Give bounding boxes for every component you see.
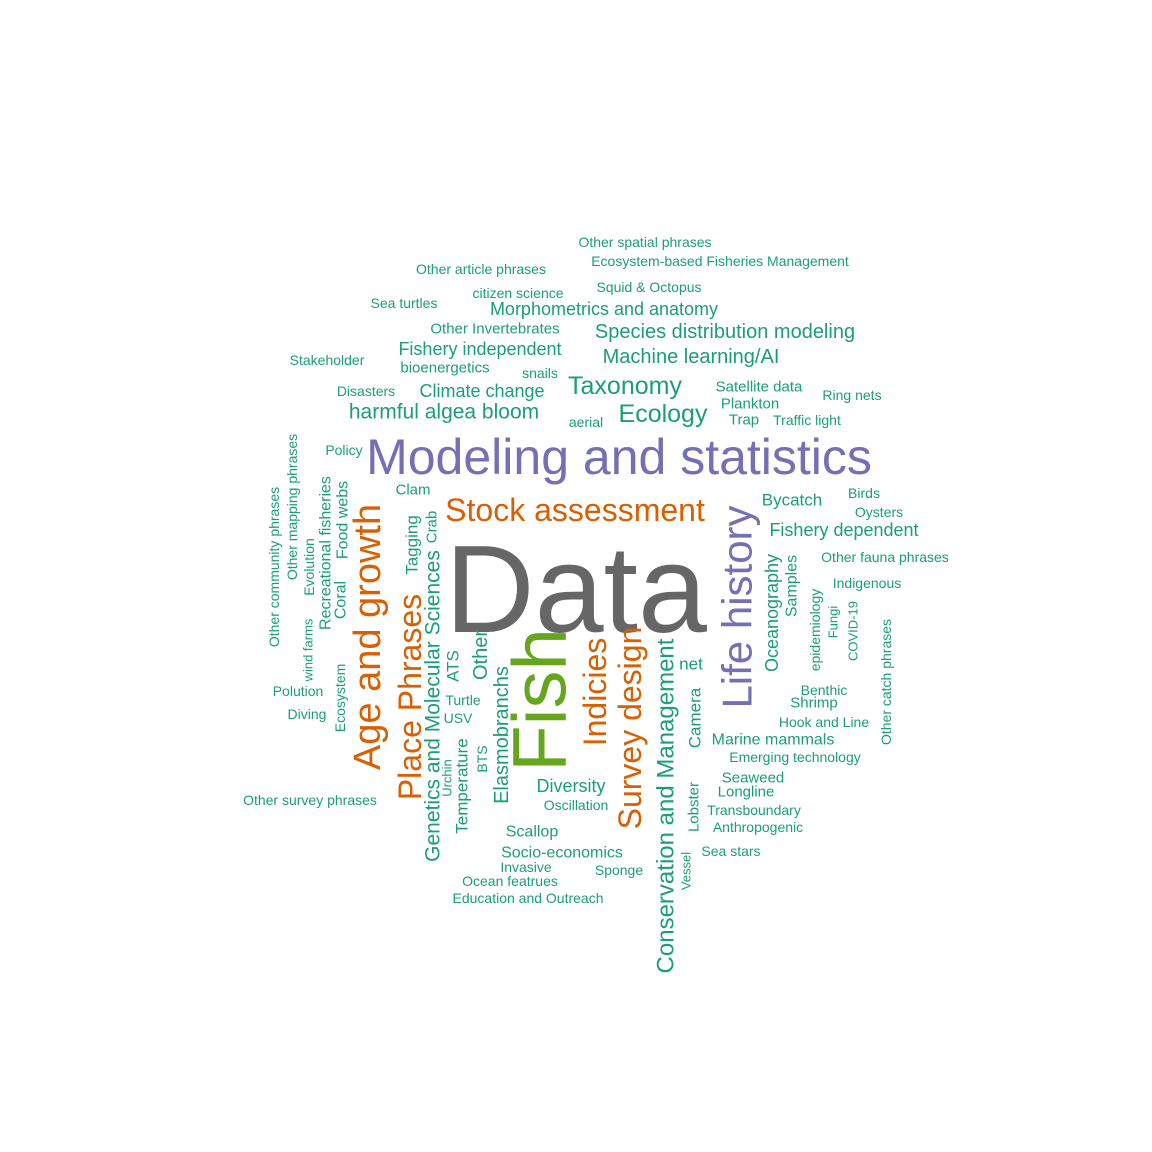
word-anthropogenic: Anthropogenic [713,819,803,835]
word-fungi: Fungi [826,606,841,639]
word-turtle: Turtle [445,692,480,708]
word-other-invertebrates: Other Invertebrates [430,321,559,338]
word-tagging: Tagging [403,515,422,575]
word-other-community-phrases: Other community phrases [266,487,282,647]
word-fishery-independent: Fishery independent [398,339,561,359]
word-stock-assessment: Stock assessment [445,492,705,528]
word-epidemiology: epidemiology [807,589,823,672]
word-bycatch: Bycatch [762,491,822,510]
word-fish: Fish [498,628,583,772]
word-plankton: Plankton [721,396,779,413]
word-disasters: Disasters [337,383,395,399]
word-bioenergetics: bioenergetics [400,360,489,377]
word-clam: Clam [395,482,430,499]
word-marine-mammals: Marine mammals [712,732,835,749]
word-other-fauna-phrases: Other fauna phrases [821,549,949,565]
word-scallop: Scallop [506,824,559,841]
word-other: Other [470,630,492,680]
word-invasive: Invasive [500,859,552,875]
word-ecosystem: Ecosystem [332,664,348,732]
word-lobster: Lobster [686,782,703,832]
word-survey-design: Survey design [612,627,648,830]
word-ecology: Ecology [619,400,708,428]
word-aerial: aerial [569,414,603,430]
word-crab: Crab [424,511,441,544]
word-squid-octopus: Squid & Octopus [596,279,701,295]
word-indicies: Indicies [577,638,613,747]
word-life-history: Life history [714,505,761,708]
word-climate-change: Climate change [419,381,544,401]
word-birds: Birds [848,485,880,501]
word-diving: Diving [288,706,327,722]
word-traffic-light: Traffic light [773,412,841,428]
word-bts: BTS [474,745,490,772]
word-policy: Policy [325,442,362,458]
word-seaweed: Seaweed [722,770,785,787]
word-urchin: Urchin [440,759,455,797]
word-stakeholder: Stakeholder [290,352,365,368]
word-covid-19: COVID-19 [846,601,861,661]
word-morphometrics-and-anatomy: Morphometrics and anatomy [490,299,718,319]
word-sea-stars: Sea stars [701,843,760,859]
word-camera: Camera [686,687,705,748]
word-evolution: Evolution [301,538,317,596]
word-other-survey-phrases: Other survey phrases [243,792,377,808]
word-education-and-outreach: Education and Outreach [453,890,604,906]
word-longline: Longline [718,784,775,801]
word-benthic: Benthic [801,682,848,698]
word-oscillation: Oscillation [544,797,609,813]
word-taxonomy: Taxonomy [568,372,682,400]
word-conservation-and-management: Conservation and Management [653,638,680,973]
word-trap: Trap [729,412,759,429]
word-other-mapping-phrases: Other mapping phrases [284,434,300,580]
word-harmful-algea-bloom: harmful algea bloom [349,401,539,424]
word-usv: USV [444,710,473,726]
word-wind-farms: wind farms [301,618,316,682]
word-samples: Samples [784,555,801,617]
word-diversity: Diversity [536,776,605,796]
word-oceanography: Oceanography [762,554,782,672]
word-recreational-fisheries: Recreational fisheries [318,476,335,630]
word-species-distribution-modeling: Species distribution modeling [595,321,855,343]
word-temperature: Temperature [453,738,472,833]
word-fishery-dependent: Fishery dependent [769,520,918,540]
word-ats: ATS [444,650,463,682]
word-other-spatial-phrases: Other spatial phrases [578,234,711,250]
word-socio-economics: Socio-economics [501,845,623,862]
word-satellite-data: Satellite data [716,379,803,396]
word-other-catch-phrases: Other catch phrases [878,619,894,745]
word-age-and-growth: Age and growth [347,504,389,770]
word-hook-and-line: Hook and Line [779,714,870,730]
word-modeling-and-statistics: Modeling and statistics [366,429,872,485]
word-ring-nets: Ring nets [822,387,881,403]
word-ecosystem-based-fisheries-management: Ecosystem-based Fisheries Management [591,253,849,269]
word-emerging-technology: Emerging technology [729,749,861,765]
word-genetics-and-molecular-sciences: Genetics and Molecular Sciences [422,550,445,862]
word-ocean-featrues: Ocean featrues [462,873,558,889]
word-vessel: Vessel [679,852,694,890]
word-place-phrases: Place Phrases [392,594,428,800]
word-oysters: Oysters [855,504,903,520]
word-sponge: Sponge [595,862,643,878]
word-data: Data [445,521,707,659]
word-polution: Polution [273,683,324,699]
word-machine-learning-ai: Machine learning/AI [603,346,780,368]
word-other-article-phrases: Other article phrases [416,261,546,277]
word-elasmobranchs: Elasmobranchs [491,666,513,804]
word-food-webs: Food webs [335,481,352,559]
word-coral: Coral [333,581,350,619]
word-net: net [679,655,703,674]
word-citizen-science: citizen science [472,285,563,301]
word-snails: snails [522,365,558,381]
word-indigenous: Indigenous [833,575,902,591]
word-shrimp: Shrimp [790,695,838,712]
word-sea-turtles: Sea turtles [371,295,438,311]
word-transboundary: Transboundary [707,802,801,818]
